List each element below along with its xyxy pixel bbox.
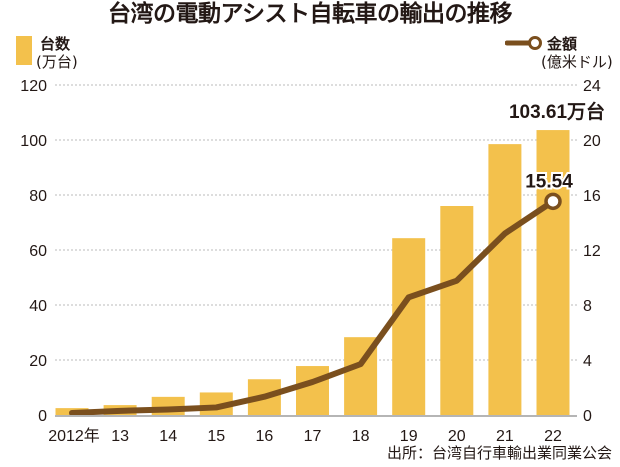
y-right-tick-label: 24 xyxy=(583,78,601,95)
legend-bar-swatch xyxy=(16,36,32,65)
annotation-bar-value: 103.61万台 xyxy=(509,100,605,123)
bar-series xyxy=(55,130,570,415)
legend-line-unit: (億米ドル) xyxy=(541,53,613,71)
y-right-tick-label: 0 xyxy=(583,408,592,425)
x-tick-label: 21 xyxy=(496,428,514,445)
bar xyxy=(296,366,329,415)
line-end-marker xyxy=(544,192,562,211)
bar xyxy=(392,238,426,415)
y-right-tick-label: 8 xyxy=(583,298,592,315)
y-right-tick-label: 12 xyxy=(583,243,601,260)
line-series xyxy=(69,192,562,416)
y-left-tick-label: 60 xyxy=(29,243,47,260)
y-left-tick-label: 120 xyxy=(20,78,47,95)
y-left-tick-label: 80 xyxy=(29,188,47,205)
x-tick-label: 15 xyxy=(207,428,225,445)
x-tick-label: 16 xyxy=(256,428,274,445)
y-axis-left: 0 20 40 60 80 100 120 xyxy=(20,78,47,425)
x-tick-label: 22 xyxy=(544,428,562,445)
legend-line-marker-icon xyxy=(505,36,542,50)
bar xyxy=(536,130,570,415)
x-tick-label: 19 xyxy=(400,428,418,445)
source-note: 出所：台湾自行車輸出業同業公会 xyxy=(386,444,612,462)
line-path xyxy=(69,198,556,416)
x-tick-label: 2012年 xyxy=(48,427,100,445)
y-right-tick-label: 16 xyxy=(583,188,601,205)
legend-line-label: 金額 xyxy=(547,35,578,53)
legend-bars-unit: (万台) xyxy=(36,53,78,71)
x-tick-label: 18 xyxy=(352,428,370,445)
y-left-tick-label: 0 xyxy=(38,408,47,425)
y-left-tick-label: 100 xyxy=(20,133,47,150)
bar xyxy=(488,144,522,415)
legend-bars-label: 台数 xyxy=(40,35,71,53)
x-tick-label: 13 xyxy=(111,428,129,445)
x-axis: 2012年 13 14 15 16 17 18 19 20 21 22 xyxy=(48,415,577,445)
y-axis-right: 0 4 8 12 16 20 24 xyxy=(583,78,601,425)
y-left-tick-label: 40 xyxy=(29,298,47,315)
annotations: 103.61万台 15.54 xyxy=(509,100,605,194)
y-right-tick-label: 4 xyxy=(583,353,592,370)
annotation-line-value: 15.54 xyxy=(525,171,573,192)
gridlines xyxy=(55,84,577,361)
x-tick-label: 17 xyxy=(304,428,322,445)
y-left-tick-label: 20 xyxy=(29,353,47,370)
x-tick-label: 20 xyxy=(448,428,466,445)
chart-title: 台湾の電動アシスト自転車の輸出の推移 xyxy=(107,1,513,27)
bar xyxy=(440,206,474,415)
x-tick-label: 14 xyxy=(159,428,177,445)
y-right-tick-label: 20 xyxy=(583,133,601,150)
